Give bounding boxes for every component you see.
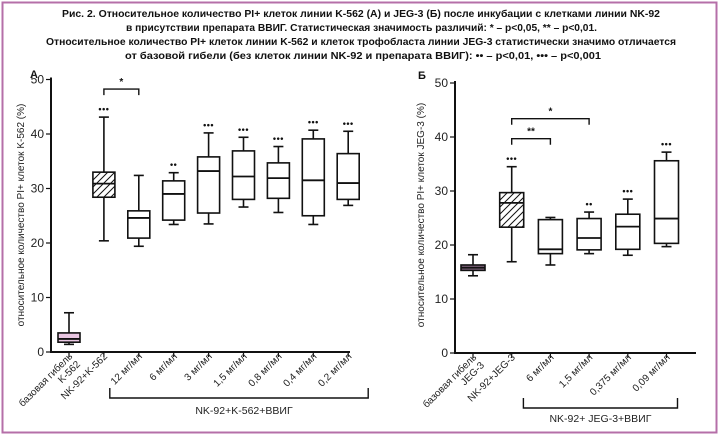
box-8: •••	[336, 118, 361, 207]
significance-marker: ••	[170, 160, 177, 170]
box-iqr	[614, 213, 641, 251]
box-4: •••	[196, 120, 221, 225]
x-tick-label: 3 мг/мл	[183, 351, 215, 383]
box-iqr	[498, 191, 525, 228]
box-iqr	[336, 152, 361, 201]
x-tick-label-line: 1,5 мг/мл	[212, 351, 250, 389]
x-tick-label-line: 3 мг/мл	[183, 351, 215, 383]
box-1: •••	[92, 104, 116, 242]
panel-label: А	[30, 69, 38, 81]
panel-label: Б	[418, 70, 426, 82]
group-label: NK-92+ JEG-3+ВВИГ	[549, 413, 651, 425]
group-bracket	[522, 398, 679, 409]
y-tick-label: 30	[435, 184, 449, 198]
x-tick-label: 0,8 мг/мл	[247, 351, 285, 389]
x-tick-label-line: 6 мг/мл	[148, 351, 180, 383]
y-tick-label: 30	[31, 182, 45, 196]
box-1: •••	[498, 154, 525, 263]
box-7: •••	[301, 117, 326, 226]
x-tick-label: 1,5 мг/мл	[557, 352, 595, 390]
x-tick-label-line: 0,4 мг/мл	[281, 351, 319, 389]
y-axis-title: относительное количество PI+ клеток K-56…	[16, 104, 27, 327]
caption-line-4: от базовой гибели (без клеток линии NK-9…	[125, 50, 601, 62]
x-tick-label-line: 12 мг/мл	[109, 351, 145, 387]
x-tick-label-line: 0,375 мг/мл	[588, 352, 634, 398]
box-iqr	[537, 218, 564, 255]
significance-marker: •••	[506, 154, 517, 164]
box-2	[537, 216, 564, 266]
y-tick-label: 0	[37, 345, 44, 359]
y-tick-label: 50	[435, 76, 449, 90]
y-tick-label: 40	[31, 127, 45, 141]
comparison-bracket	[103, 88, 140, 96]
comparison-bracket	[511, 118, 590, 125]
box-3: ••	[576, 199, 602, 255]
x-tick-label-line: 0,09 мг/мл	[631, 352, 673, 394]
box-iqr	[57, 332, 81, 343]
y-tick-label: 20	[31, 236, 45, 250]
box-iqr	[127, 210, 151, 239]
y-axis-title: относительное количество PI+ клеток JEG-…	[416, 103, 427, 327]
x-tick-label-line: 0,8 мг/мл	[247, 351, 285, 389]
y-tick-label: 20	[435, 238, 449, 252]
group-bracket	[109, 388, 369, 399]
box-4: •••	[614, 186, 641, 257]
y-tick-label: 40	[435, 130, 449, 144]
comparison-bracket	[511, 138, 552, 145]
x-tick-label: 6 мг/мл	[524, 352, 556, 384]
y-tick-label: 10	[31, 291, 45, 305]
box-5: •••	[653, 139, 680, 248]
significance-marker: •••	[203, 120, 214, 130]
box-3: ••	[161, 160, 186, 226]
y-tick-label: 10	[435, 292, 449, 306]
box-5: •••	[231, 124, 256, 208]
x-tick-label-line: 6 мг/мл	[524, 352, 556, 384]
box-0	[57, 311, 81, 346]
caption-line-1: Рис. 2. Относительное количество PI+ кле…	[62, 8, 660, 20]
significance-marker: •••	[622, 186, 633, 196]
x-tick-label: 0,4 мг/мл	[281, 351, 319, 389]
significance-marker: •••	[343, 118, 354, 128]
box-iqr	[92, 171, 116, 199]
x-tick-label: 1,5 мг/мл	[212, 351, 250, 389]
significance-marker: ••	[585, 199, 592, 209]
chart-panel-a: А 0 10 20 30 40 50 относительное количество PI+…	[16, 69, 369, 417]
box-iqr	[196, 156, 221, 214]
comparison-label: *	[119, 77, 123, 88]
x-tick-label: 0,375 мг/мл	[588, 352, 634, 398]
chart-panel-b: Б 0 10 20 30 40 50 относительное количество PI+…	[416, 70, 696, 425]
box-iqr	[231, 150, 256, 201]
figure-caption: Рис. 2. Относительное количество PI+ кле…	[46, 8, 676, 62]
y-tick-label: 50	[31, 73, 45, 87]
x-tick-label-line: 1,5 мг/мл	[557, 352, 595, 390]
x-tick-label: 0,09 мг/мл	[631, 352, 673, 394]
box-iqr	[576, 217, 602, 251]
caption-line-2: в присутствии препарата ВВИГ. Статистиче…	[126, 23, 597, 34]
caption-line-3: Относительное количество PI+ клеток лини…	[46, 36, 676, 48]
significance-marker: •••	[273, 134, 284, 144]
box-iqr	[266, 162, 291, 200]
x-tick-label: 12 мг/мл	[109, 351, 145, 387]
comparison-label: **	[527, 127, 535, 138]
group-label: NK-92+K-562+ВВИГ	[195, 405, 293, 417]
x-tick-label-line: 0,2 мг/мл	[316, 351, 354, 389]
significance-marker: •••	[238, 124, 249, 134]
box-iqr	[653, 159, 680, 245]
box-6: •••	[266, 134, 291, 214]
x-tick-label: 0,2 мг/мл	[316, 351, 354, 389]
significance-marker: •••	[661, 139, 672, 149]
box-iqr	[301, 138, 326, 217]
significance-marker: •••	[98, 104, 109, 114]
box-2	[127, 174, 151, 248]
y-tick-label: 0	[441, 346, 448, 360]
x-tick-label: 6 мг/мл	[148, 351, 180, 383]
box-0	[460, 253, 486, 277]
box-iqr	[161, 180, 186, 221]
significance-marker: •••	[308, 117, 319, 127]
comparison-label: *	[548, 107, 552, 118]
